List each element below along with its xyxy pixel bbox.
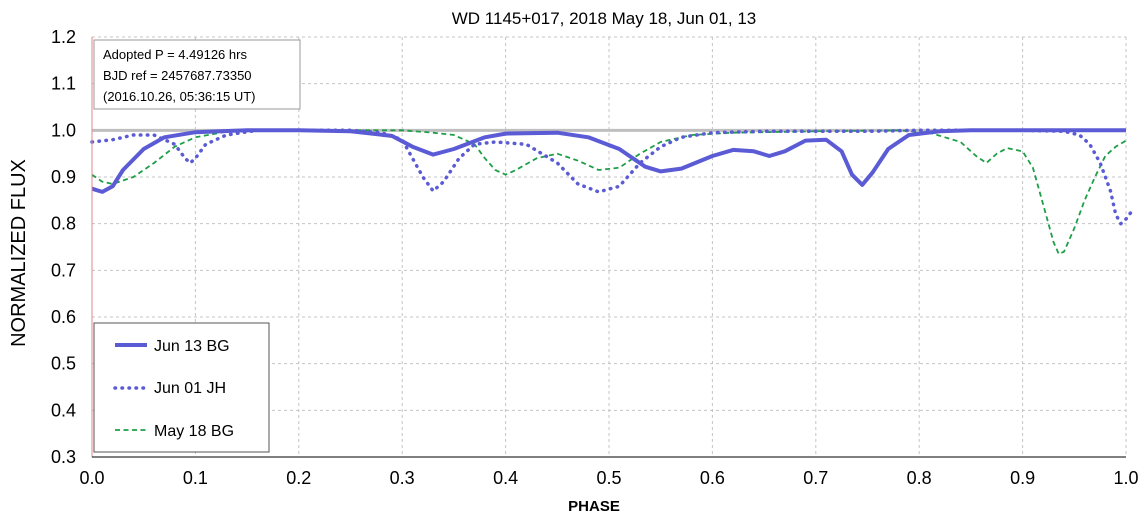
y-tick-label: 0.8	[51, 214, 76, 234]
x-tick-label: 0.5	[596, 468, 621, 488]
x-tick-label: 0.6	[700, 468, 725, 488]
series-line	[91, 129, 1127, 255]
x-tick-label: 0.9	[1010, 468, 1035, 488]
annotation-bjd-ref: BJD ref = 2457687.73350	[103, 68, 252, 83]
y-tick-label: 1.2	[51, 27, 76, 47]
x-tick-label: 1.0	[1113, 468, 1138, 488]
legend: Jun 13 BG Jun 01 JH May 18 BG	[93, 322, 270, 453]
annotation-period: Adopted P = 4.49126 hrs	[103, 47, 247, 62]
annotation-box: Adopted P = 4.49126 hrs BJD ref = 245768…	[93, 39, 301, 110]
x-tick-label: 0.7	[803, 468, 828, 488]
series-layer	[90, 128, 1133, 255]
series-line	[91, 128, 1126, 194]
y-tick-label: 0.9	[51, 167, 76, 187]
x-tick-label: 0.3	[390, 468, 415, 488]
y-tick-label: 0.4	[51, 400, 76, 420]
legend-label-jun13: Jun 13 BG	[154, 338, 230, 355]
x-tick-label: 0.0	[79, 468, 104, 488]
legend-label-may18: May 18 BG	[154, 423, 234, 440]
x-axis-label: PHASE	[568, 498, 620, 515]
y-tick-labels: 0.3 0.4 0.5 0.6 0.7 0.8 0.9 1.0 1.1 1.2	[51, 27, 76, 467]
y-tick-label: 0.6	[51, 307, 76, 327]
x-tick-label: 0.8	[907, 468, 932, 488]
x-tick-label: 0.2	[286, 468, 311, 488]
y-tick-label: 0.3	[51, 447, 76, 467]
legend-label-jun01: Jun 01 JH	[154, 380, 226, 397]
series-line	[90, 128, 1133, 226]
y-tick-label: 1.1	[51, 74, 76, 94]
annotation-frame	[93, 39, 301, 110]
y-tick-label: 0.5	[51, 354, 76, 374]
x-tick-label: 0.1	[183, 468, 208, 488]
x-tick-labels: 0.0 0.1 0.2 0.3 0.4 0.5 0.6 0.7 0.8 0.9 1.0	[79, 468, 1138, 488]
y-axis-label: NORMALIZED FLUX	[8, 159, 30, 347]
y-tick-label: 1.0	[51, 120, 76, 140]
annotation-utc: (2016.10.26, 05:36:15 UT)	[103, 89, 256, 104]
x-tick-label: 0.4	[493, 468, 518, 488]
chart-title: WD 1145+017, 2018 May 18, Jun 01, 13	[452, 9, 756, 28]
y-tick-label: 0.7	[51, 260, 76, 280]
